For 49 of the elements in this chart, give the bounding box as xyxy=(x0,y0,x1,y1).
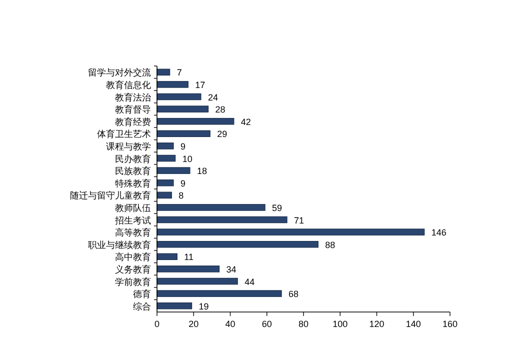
x-tick-label: 60 xyxy=(262,319,272,329)
y-tick-label: 高中教育 xyxy=(115,252,151,264)
y-tick-label: 职业与继续教育 xyxy=(88,240,151,251)
x-tick-label: 80 xyxy=(298,319,309,329)
data-label: 9 xyxy=(180,178,186,188)
data-label: 71 xyxy=(294,215,304,226)
data-label: 7 xyxy=(176,68,182,78)
y-tick-label: 综合 xyxy=(133,301,151,312)
data-label: 10 xyxy=(182,154,192,164)
data-label: 18 xyxy=(196,166,207,176)
y-tick-label: 义务教育 xyxy=(115,264,151,276)
x-tick-label: 140 xyxy=(406,319,421,329)
y-tick-label: 德育 xyxy=(133,289,151,300)
y-tick-label: 学前教育 xyxy=(115,276,151,288)
data-label: 88 xyxy=(325,240,336,250)
y-tick-label: 教育督导 xyxy=(115,104,151,116)
data-label: 19 xyxy=(198,301,209,312)
y-tick-label: 民办教育 xyxy=(115,154,151,165)
y-tick-label: 留学与对外交流 xyxy=(88,68,151,79)
y-tick-label: 随迁与留守儿童教育 xyxy=(70,190,151,202)
data-label: 68 xyxy=(288,289,299,300)
data-label: 9 xyxy=(180,141,186,152)
data-label: 34 xyxy=(226,264,236,274)
x-tick-label: 120 xyxy=(369,319,384,329)
data-label: 44 xyxy=(244,276,255,287)
y-tick-label: 教育经费 xyxy=(115,116,151,128)
x-tick-label: 20 xyxy=(188,319,199,329)
x-tick-label: 0 xyxy=(154,319,160,329)
data-label: 8 xyxy=(178,190,184,201)
data-label: 24 xyxy=(208,92,218,102)
y-tick-label: 高等教育 xyxy=(115,228,151,239)
x-tick-label: 100 xyxy=(332,319,348,329)
y-tick-label: 教育信息化 xyxy=(106,80,151,91)
x-tick-label: 160 xyxy=(442,319,458,329)
y-tick-label: 民族教育 xyxy=(115,166,151,178)
y-tick-label: 课程与教学 xyxy=(106,141,151,152)
data-label: 42 xyxy=(240,116,251,127)
data-label: 17 xyxy=(195,80,206,90)
data-label: 28 xyxy=(215,104,226,115)
x-tick-label: 40 xyxy=(225,319,236,329)
data-label: 11 xyxy=(184,252,194,262)
y-tick-label: 体育卫生艺术 xyxy=(97,129,151,140)
data-label: 29 xyxy=(217,129,228,140)
y-tick-label: 特殊教育 xyxy=(115,178,151,190)
y-tick-label: 教师队伍 xyxy=(115,202,151,214)
data-label: 146 xyxy=(431,228,446,238)
data-label: 59 xyxy=(272,202,282,213)
y-tick-label: 招生考试 xyxy=(114,215,151,226)
y-tick-label: 教育法治 xyxy=(115,92,151,104)
